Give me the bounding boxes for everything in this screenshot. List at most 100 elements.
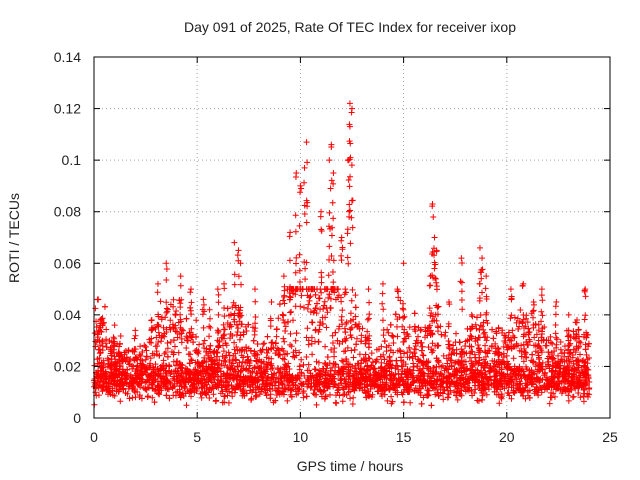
data-point [236, 336, 243, 343]
data-point [221, 393, 228, 400]
data-point [296, 267, 303, 274]
data-point [475, 360, 482, 367]
data-point [304, 203, 311, 210]
data-point [293, 254, 300, 261]
data-point [308, 319, 315, 326]
data-point [253, 392, 260, 399]
data-point [561, 384, 568, 391]
data-point [480, 356, 487, 363]
data-point [526, 394, 533, 401]
data-point [488, 342, 495, 349]
data-point [399, 378, 406, 385]
data-point [284, 372, 291, 379]
data-point [505, 360, 512, 367]
x-tick-label: 25 [602, 429, 618, 445]
data-point [558, 350, 565, 357]
data-point [151, 399, 158, 406]
data-point [406, 354, 413, 361]
data-point [188, 387, 195, 394]
data-point [479, 362, 486, 369]
data-point [292, 375, 299, 382]
data-point [271, 382, 278, 389]
data-point [444, 394, 451, 401]
data-point [400, 306, 407, 313]
data-point [428, 402, 435, 409]
data-point [519, 320, 526, 327]
data-point [280, 335, 287, 342]
data-point [467, 366, 474, 373]
data-point [508, 295, 515, 302]
data-point [307, 293, 314, 300]
data-point [161, 333, 168, 340]
data-point [148, 335, 155, 342]
data-point [400, 314, 407, 321]
data-point [392, 311, 399, 318]
data-point [544, 377, 551, 384]
data-point [301, 179, 308, 186]
data-point [198, 377, 205, 384]
data-point [517, 307, 524, 314]
y-tick-label: 0.1 [62, 152, 82, 168]
data-point [513, 319, 520, 326]
data-point [226, 374, 233, 381]
data-point [204, 366, 211, 373]
data-point [378, 383, 385, 390]
data-point [286, 233, 293, 240]
data-point [166, 324, 173, 331]
data-point [429, 313, 436, 320]
data-point [434, 343, 441, 350]
data-point [372, 369, 379, 376]
data-point [170, 337, 177, 344]
data-point [443, 366, 450, 373]
data-point [388, 393, 395, 400]
data-point [346, 138, 353, 145]
data-point [238, 312, 245, 319]
data-point [239, 387, 246, 394]
data-point [214, 349, 221, 356]
data-point [468, 311, 475, 318]
data-point [166, 362, 173, 369]
data-point [293, 391, 300, 398]
data-point [526, 336, 533, 343]
chart-title: Day 091 of 2025, Rate Of TEC Index for r… [184, 19, 516, 35]
data-point [95, 296, 102, 303]
data-point [378, 371, 385, 378]
data-point [528, 368, 535, 375]
data-point [502, 334, 509, 341]
data-point [312, 291, 319, 298]
data-point [212, 398, 219, 405]
data-point [262, 363, 269, 370]
data-point [393, 323, 400, 330]
data-point [115, 388, 122, 395]
data-point [172, 367, 179, 374]
data-point [186, 360, 193, 367]
data-point [275, 379, 282, 386]
data-point [318, 378, 325, 385]
data-point [538, 318, 545, 325]
data-point [215, 342, 222, 349]
data-point [290, 349, 297, 356]
data-point [238, 346, 245, 353]
data-point [483, 317, 490, 324]
data-point [490, 362, 497, 369]
data-point [172, 392, 179, 399]
data-point [501, 361, 508, 368]
data-point [235, 273, 242, 280]
data-point [235, 247, 242, 254]
data-point [346, 201, 353, 208]
data-point [306, 297, 313, 304]
data-point [401, 313, 408, 320]
data-point [250, 386, 257, 393]
x-tick-label: 20 [499, 429, 515, 445]
data-point [539, 312, 546, 319]
data-point [242, 374, 249, 381]
data-point [326, 256, 333, 263]
data-point [324, 362, 331, 369]
data-point [491, 363, 498, 370]
data-point [480, 390, 487, 397]
data-point [303, 353, 310, 360]
data-point [157, 298, 164, 305]
data-point [170, 296, 177, 303]
data-point [110, 343, 117, 350]
data-point [210, 367, 217, 374]
